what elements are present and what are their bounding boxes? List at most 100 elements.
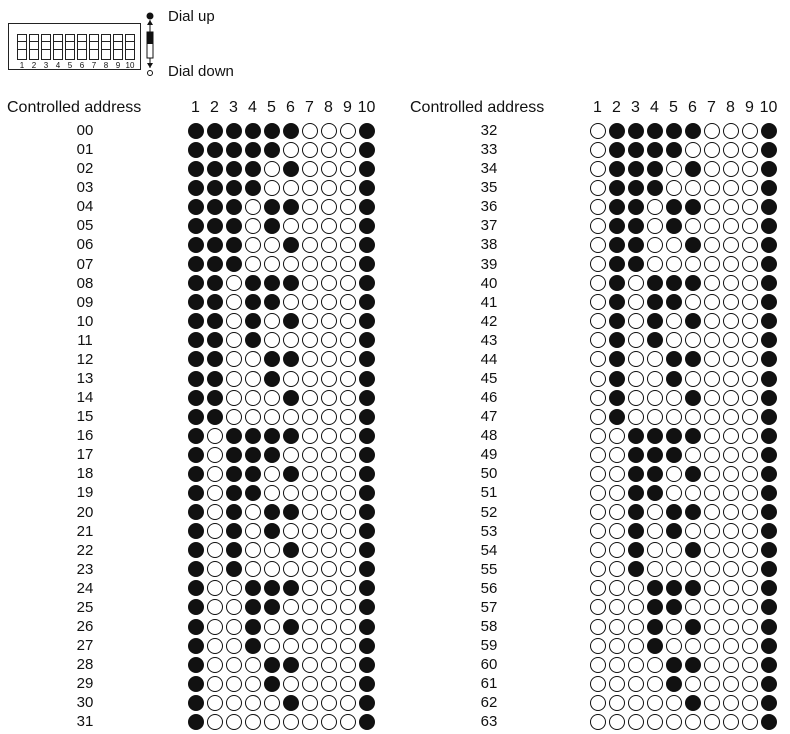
dial-up-dot	[206, 141, 223, 158]
dial-down-dot	[608, 637, 625, 654]
dial-down-dot	[301, 675, 318, 692]
dial-down-dot	[225, 618, 242, 635]
dial-up-dot	[188, 446, 204, 463]
dial-down-dot	[684, 675, 701, 692]
dial-down-dot	[646, 217, 663, 234]
dial-up-dot	[665, 580, 682, 597]
dial-up-dot	[244, 313, 261, 330]
dial-down-dot	[225, 332, 242, 349]
dial-down-dot	[590, 217, 606, 234]
address-value: 02	[76, 160, 94, 178]
dial-down-dot	[741, 427, 758, 444]
dial-down-dot	[282, 446, 299, 463]
dial-down-dot	[741, 294, 758, 311]
switch-number-header: 1	[593, 99, 602, 116]
dial-down-dot	[320, 122, 337, 139]
dial-down-dot	[722, 637, 739, 654]
dial-down-dot	[320, 351, 337, 368]
switch-number-header: 4	[650, 99, 659, 116]
dial-up-dot	[263, 370, 280, 387]
dial-up-dot	[627, 160, 644, 177]
dial-down-dot	[627, 332, 644, 349]
dial-down-dot	[741, 160, 758, 177]
dial-up-dot	[244, 465, 261, 482]
dial-up-dot	[760, 122, 777, 139]
dial-down-dot	[722, 446, 739, 463]
dial-down-dot	[225, 580, 242, 597]
dial-down-dot	[263, 484, 280, 501]
dial-down-dot	[608, 446, 625, 463]
dip-switch	[41, 34, 51, 60]
dial-down-dot	[206, 675, 223, 692]
dial-up-dot	[760, 179, 777, 196]
dial-down-dot	[722, 542, 739, 559]
dial-up-dot	[760, 370, 777, 387]
dial-down-dot	[301, 523, 318, 540]
dial-down-dot	[225, 408, 242, 425]
dial-down-dot	[320, 256, 337, 273]
dial-up-dot	[665, 351, 682, 368]
dial-down-dot	[722, 236, 739, 253]
dial-up-dot	[646, 618, 663, 635]
dial-up-dot	[358, 599, 375, 616]
dial-up-dot	[358, 504, 375, 521]
address-value: 35	[480, 179, 498, 197]
dial-down-dot	[722, 408, 739, 425]
dial-down-dot	[301, 656, 318, 673]
dial-up-dot	[263, 351, 280, 368]
dial-down-dot	[320, 465, 337, 482]
dial-down-dot	[703, 542, 720, 559]
dial-down-dot	[627, 637, 644, 654]
dial-down-dot	[627, 713, 644, 730]
dial-up-dot	[358, 580, 375, 597]
dial-up-dot	[684, 122, 701, 139]
dial-up-dot	[665, 275, 682, 292]
dial-down-dot	[590, 294, 606, 311]
dial-up-dot	[627, 256, 644, 273]
dial-up-dot	[263, 198, 280, 215]
dial-down-dot	[301, 446, 318, 463]
dial-up-dot	[225, 523, 242, 540]
dial-up-dot	[206, 198, 223, 215]
address-value: 32	[480, 122, 498, 139]
dial-up-dot	[358, 713, 375, 730]
dial-up-dot	[684, 656, 701, 673]
address-value: 28	[76, 656, 94, 674]
dial-up-dot	[358, 351, 375, 368]
dial-up-dot	[282, 656, 299, 673]
dip-switch-number: 5	[67, 61, 73, 70]
dial-down-dot	[703, 408, 720, 425]
dial-down-dot	[722, 141, 739, 158]
dial-down-dot	[339, 198, 356, 215]
dial-up-dot	[225, 160, 242, 177]
dial-down-dot	[741, 656, 758, 673]
dial-down-dot	[206, 599, 223, 616]
dial-down-dot	[703, 427, 720, 444]
dial-up-dot	[760, 427, 777, 444]
dial-down-dot	[206, 484, 223, 501]
dial-up-dot	[358, 446, 375, 463]
dial-down-dot	[608, 523, 625, 540]
dial-down-dot	[339, 465, 356, 482]
dial-down-dot	[320, 275, 337, 292]
dial-down-dot	[206, 713, 223, 730]
dial-down-dot	[301, 694, 318, 711]
dial-down-dot	[339, 637, 356, 654]
dial-up-dot	[646, 637, 663, 654]
dial-down-dot	[320, 198, 337, 215]
dial-down-dot	[590, 580, 606, 597]
dial-up-dot	[358, 694, 375, 711]
dial-down-dot	[646, 389, 663, 406]
dial-up-dot	[627, 484, 644, 501]
dial-down-dot	[339, 122, 356, 139]
dial-down-dot	[608, 484, 625, 501]
dial-up-dot	[665, 656, 682, 673]
dial-up-dot	[760, 389, 777, 406]
dial-down-dot	[646, 351, 663, 368]
dial-up-dot	[206, 294, 223, 311]
dial-down-dot	[741, 637, 758, 654]
dial-down-dot	[225, 637, 242, 654]
dial-down-dot	[225, 370, 242, 387]
dial-down-dot	[741, 542, 758, 559]
dip-switch-number: 3	[43, 61, 49, 70]
